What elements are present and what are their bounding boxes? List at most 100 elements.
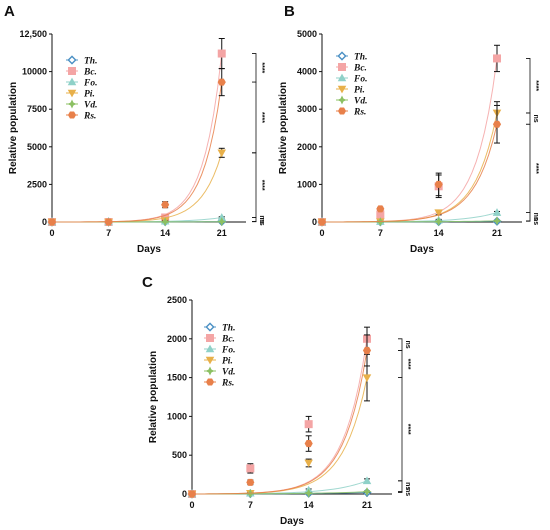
significance-label: ns xyxy=(258,215,265,223)
y-tick-label: 5000 xyxy=(297,29,317,39)
legend-label: Pi. xyxy=(354,86,365,96)
significance-bracket: ns xyxy=(398,338,411,351)
legend-label: Bc. xyxy=(83,68,97,78)
bracket-line xyxy=(398,491,403,493)
significance-bracket: **** xyxy=(398,377,411,482)
y-tick-label: 2500 xyxy=(27,179,47,189)
series-curve xyxy=(321,124,498,223)
data-point xyxy=(492,208,502,216)
legend-marker xyxy=(205,344,215,353)
panel-letter: B xyxy=(284,3,295,20)
data-point xyxy=(434,180,443,188)
significance-bracket: **** xyxy=(526,58,539,114)
y-tick-label: 5000 xyxy=(27,142,47,152)
data-point xyxy=(304,420,313,429)
significance-label: **** xyxy=(258,112,265,123)
legend-marker xyxy=(337,51,347,61)
y-tick-label: 4000 xyxy=(297,67,317,77)
legend-marker xyxy=(205,366,215,376)
series-bc xyxy=(48,38,226,226)
legend-label: Th. xyxy=(354,53,367,63)
data-point xyxy=(160,217,170,227)
y-tick-label: 1000 xyxy=(167,411,187,421)
legend-label: Vd. xyxy=(84,101,97,111)
legend-label: Th. xyxy=(84,57,97,67)
data-point xyxy=(362,374,372,383)
legend-item-pi: Pi. xyxy=(66,90,95,100)
significance-bracket: **** xyxy=(526,123,539,213)
x-tick-label: 14 xyxy=(160,228,170,238)
legend-marker xyxy=(205,356,215,365)
data-point xyxy=(161,201,170,209)
panel-letter: C xyxy=(142,274,153,291)
y-tick-label: 12,500 xyxy=(19,29,47,39)
significance-bracket: ns xyxy=(526,112,539,125)
legend-marker xyxy=(337,63,346,72)
legend-item-bc: Bc. xyxy=(204,333,235,345)
data-point xyxy=(434,217,444,227)
y-axis-label: Relative population xyxy=(278,82,289,174)
bracket-line xyxy=(398,480,403,493)
x-tick-label: 21 xyxy=(362,500,372,510)
x-tick-label: 7 xyxy=(378,228,383,238)
series-pi xyxy=(317,101,502,227)
bracket-line xyxy=(526,112,531,125)
significance-label: **** xyxy=(532,163,539,174)
data-point xyxy=(492,216,502,226)
legend-item-rs: Rs. xyxy=(66,111,96,122)
y-axis-label: Relative population xyxy=(148,351,159,443)
series-curve xyxy=(52,53,223,223)
legend-label: Rs. xyxy=(83,112,96,122)
data-point xyxy=(104,218,113,226)
bracket-line xyxy=(398,350,403,378)
data-point xyxy=(304,440,313,448)
y-tick-label: 0 xyxy=(312,217,317,227)
legend-marker xyxy=(205,333,214,342)
data-point xyxy=(362,476,372,485)
bracket-line xyxy=(252,53,257,83)
series-rs xyxy=(317,104,502,226)
series-curve xyxy=(191,480,368,495)
significance-label: **** xyxy=(404,359,411,370)
significance-bracket: ns xyxy=(526,217,539,225)
legend-marker xyxy=(67,99,77,109)
legend-marker xyxy=(337,107,347,115)
significance-bracket: **** xyxy=(398,350,411,378)
series-rs xyxy=(187,334,372,498)
data-point xyxy=(246,464,255,473)
y-axis-label: Relative population xyxy=(8,82,19,174)
data-point xyxy=(376,205,385,213)
bracket-line xyxy=(398,377,403,482)
data-point xyxy=(492,120,502,128)
significance-bracket: **** xyxy=(252,152,265,218)
series-curve xyxy=(191,377,368,495)
y-tick-label: 500 xyxy=(172,450,187,460)
legend-item-th: Th. xyxy=(66,55,97,67)
legend-item-vd: Vd. xyxy=(204,366,235,378)
x-tick-label: 0 xyxy=(319,228,324,238)
legend-item-pi: Pi. xyxy=(204,357,233,367)
legend-item-bc: Bc. xyxy=(336,63,367,74)
series-curve xyxy=(52,82,223,223)
legend-label: Rs. xyxy=(221,379,234,389)
y-tick-label: 2500 xyxy=(167,295,187,305)
significance-label: ns xyxy=(404,341,411,349)
panel-b: B 0 1000 2000 3000 4000 5000 0 7 14 21 Days Relative… xyxy=(278,3,539,255)
y-tick-label: 3000 xyxy=(297,104,317,114)
legend-item-rs: Rs. xyxy=(204,378,234,389)
x-tick-label: 14 xyxy=(434,228,444,238)
series-bc xyxy=(317,44,501,226)
series-rs xyxy=(47,68,226,226)
panel-c: C 0 500 1000 1500 2000 2500 0 7 14 21 Days Relative … xyxy=(142,274,411,527)
data-point xyxy=(217,217,227,227)
significance-bracket: **** xyxy=(252,81,265,154)
significance-label: **** xyxy=(258,62,265,73)
legend-label: Fo. xyxy=(83,79,97,89)
significance-label: ns xyxy=(404,482,411,490)
data-point xyxy=(304,488,314,498)
legend-label: Pi. xyxy=(84,90,95,100)
legend-item-vd: Vd. xyxy=(66,99,97,111)
legend-item-fo: Fo. xyxy=(204,344,235,356)
significance-bracket: ns xyxy=(252,218,265,226)
